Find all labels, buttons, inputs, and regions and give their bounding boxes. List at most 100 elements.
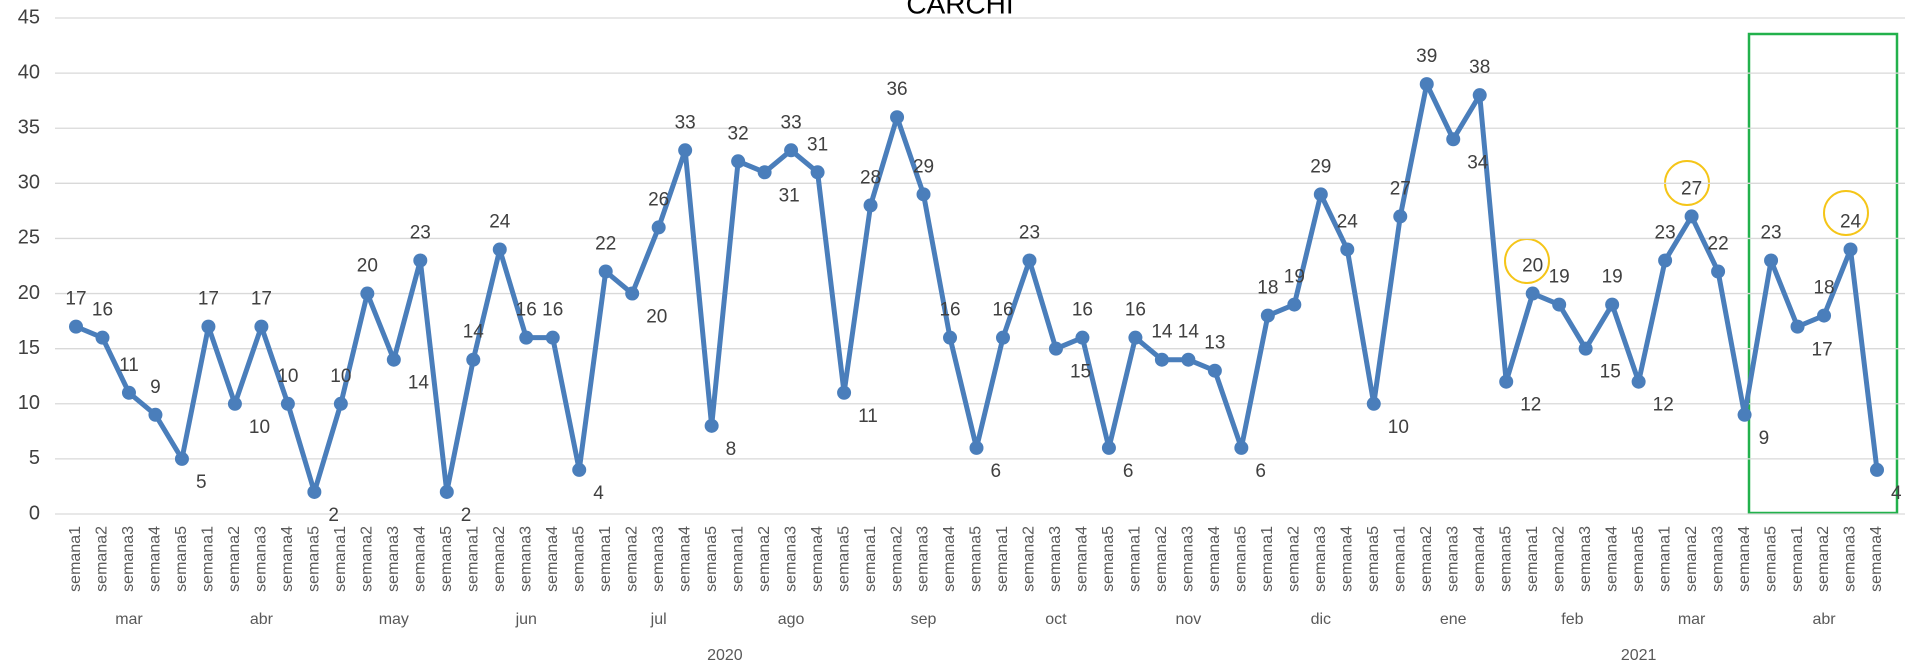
- month-label: dic: [1311, 611, 1331, 628]
- marker: [837, 385, 852, 400]
- marker: [413, 253, 428, 268]
- x-tick-label: semana2: [623, 526, 640, 592]
- marker: [863, 198, 878, 213]
- data-label: 22: [595, 234, 616, 255]
- data-label: 11: [119, 355, 139, 376]
- data-label: 20: [646, 307, 667, 328]
- data-label: 38: [1469, 57, 1490, 78]
- marker: [174, 451, 189, 466]
- x-tick-label: semana1: [597, 526, 614, 592]
- x-tick-label: semana5: [1233, 526, 1250, 592]
- x-tick-label: semana1: [464, 526, 481, 592]
- x-tick-label: semana2: [888, 526, 905, 592]
- x-tick-label: semana4: [544, 526, 561, 592]
- data-label: 6: [1255, 461, 1266, 482]
- x-tick-label: semana5: [570, 526, 587, 592]
- x-tick-label: semana5: [1762, 526, 1779, 592]
- x-tick-label: semana3: [385, 526, 402, 592]
- y-tick-label: 25: [18, 227, 40, 249]
- data-label: 10: [277, 366, 298, 387]
- highlight-circle: [1823, 190, 1869, 236]
- data-label: 11: [858, 406, 878, 427]
- data-label: 12: [1653, 395, 1674, 416]
- x-tick-label: semana3: [1444, 526, 1461, 592]
- marker: [1366, 396, 1381, 411]
- year-label: 2020: [707, 647, 743, 664]
- marker: [1234, 440, 1249, 455]
- data-label: 16: [542, 300, 563, 321]
- data-label: 24: [1337, 211, 1359, 232]
- x-tick-label: semana2: [1418, 526, 1435, 592]
- x-tick-label: semana4: [1603, 526, 1620, 592]
- month-label: may: [379, 611, 409, 628]
- marker: [69, 319, 83, 334]
- x-tick-label: semana4: [676, 526, 693, 592]
- marker: [625, 286, 640, 301]
- marker: [254, 319, 269, 334]
- marker: [969, 440, 984, 455]
- data-label: 16: [992, 300, 1013, 321]
- y-tick-label: 45: [18, 6, 40, 28]
- marker: [1446, 132, 1461, 147]
- x-tick-label: semana2: [359, 526, 376, 592]
- y-tick-label: 10: [18, 392, 40, 414]
- x-tick-label: semana2: [1286, 526, 1303, 592]
- data-label: 14: [463, 322, 485, 343]
- data-label: 23: [1019, 223, 1040, 244]
- marker: [545, 330, 560, 345]
- x-tick-label: semana2: [226, 526, 243, 592]
- marker: [995, 330, 1010, 345]
- data-label: 16: [1072, 300, 1093, 321]
- x-tick-label: semana4: [412, 526, 429, 592]
- x-tick-label: semana2: [1021, 526, 1038, 592]
- data-label: 23: [1655, 223, 1676, 244]
- y-tick-label: 15: [18, 337, 40, 359]
- x-tick-label: semana1: [1789, 526, 1806, 592]
- x-tick-label: semana2: [1683, 526, 1700, 592]
- data-label: 23: [1760, 223, 1781, 244]
- data-label: 6: [1123, 461, 1134, 482]
- month-label: mar: [115, 611, 143, 628]
- marker: [1022, 253, 1037, 268]
- marker: [386, 352, 401, 367]
- x-tick-label: semana1: [1656, 526, 1673, 592]
- marker: [1048, 341, 1063, 356]
- x-tick-label: semana4: [147, 526, 164, 592]
- x-tick-label: semana1: [1391, 526, 1408, 592]
- marker: [1128, 330, 1143, 345]
- y-tick-label: 35: [18, 117, 40, 139]
- x-tick-label: semana3: [1709, 526, 1726, 592]
- marker: [1790, 319, 1805, 334]
- month-label: ene: [1440, 611, 1467, 628]
- data-label: 31: [779, 185, 800, 206]
- x-tick-label: semana2: [1153, 526, 1170, 592]
- x-tick-label: semana4: [1339, 526, 1356, 592]
- x-tick-label: semana3: [1047, 526, 1064, 592]
- data-label: 33: [675, 112, 696, 133]
- marker: [1737, 407, 1752, 422]
- marker: [890, 110, 905, 125]
- data-label: 19: [1549, 267, 1570, 288]
- data-label: 14: [1151, 322, 1173, 343]
- data-label: 5: [196, 472, 207, 493]
- x-tick-label: semana1: [1259, 526, 1276, 592]
- x-tick-label: semana4: [1736, 526, 1753, 592]
- x-tick-label: semana4: [1868, 526, 1885, 592]
- marker: [333, 396, 348, 411]
- data-label: 4: [593, 483, 604, 504]
- x-tick-label: semana1: [332, 526, 349, 592]
- data-label: 18: [1813, 278, 1834, 299]
- x-tick-label: semana3: [915, 526, 932, 592]
- marker: [519, 330, 534, 345]
- marker: [598, 264, 613, 279]
- month-label: sep: [911, 611, 937, 628]
- marker: [148, 407, 163, 422]
- marker: [492, 242, 507, 257]
- data-label: 26: [648, 189, 669, 210]
- data-label: 16: [92, 300, 113, 321]
- marker: [572, 462, 587, 477]
- marker: [227, 396, 242, 411]
- data-label: 28: [860, 167, 881, 188]
- x-tick-label: semana5: [1100, 526, 1117, 592]
- marker: [1075, 330, 1090, 345]
